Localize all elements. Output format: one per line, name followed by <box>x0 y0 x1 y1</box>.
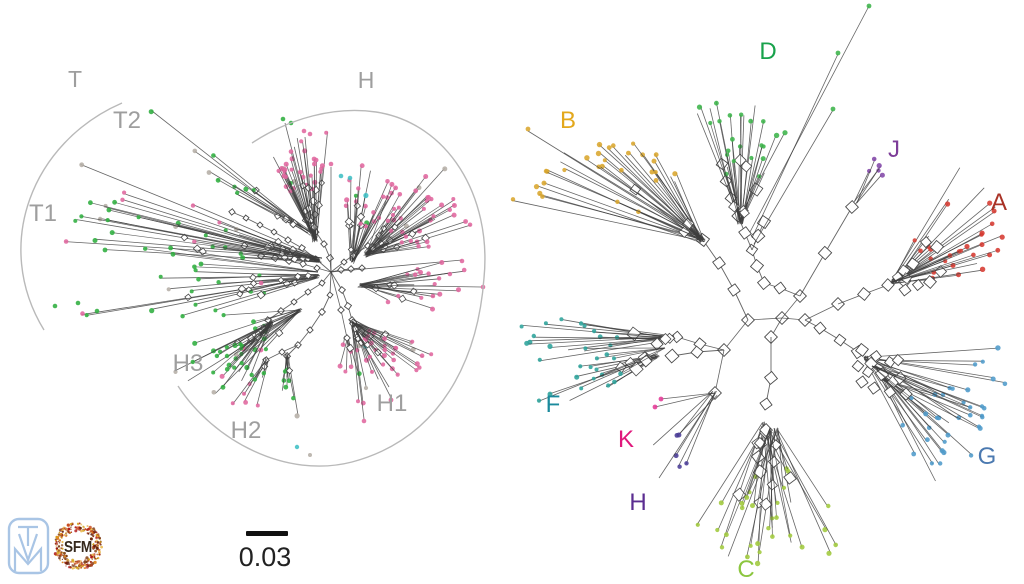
svg-text:0.03: 0.03 <box>239 542 292 572</box>
svg-text:F: F <box>546 391 561 418</box>
svg-text:K: K <box>618 426 634 453</box>
svg-text:C: C <box>737 556 754 583</box>
svg-text:H3: H3 <box>173 350 204 377</box>
svg-text:G: G <box>978 443 997 470</box>
svg-text:D: D <box>759 38 776 65</box>
svg-text:H1: H1 <box>377 390 408 417</box>
svg-text:H: H <box>358 67 375 93</box>
svg-text:T1: T1 <box>29 200 57 227</box>
svg-text:T2: T2 <box>113 107 141 134</box>
svg-text:B: B <box>560 107 576 134</box>
svg-text:J: J <box>888 136 900 163</box>
svg-text:T: T <box>68 66 82 92</box>
svg-text:SFM: SFM <box>64 539 92 556</box>
svg-text:A: A <box>991 189 1007 216</box>
svg-text:H2: H2 <box>231 417 262 444</box>
svg-text:H: H <box>629 489 646 516</box>
